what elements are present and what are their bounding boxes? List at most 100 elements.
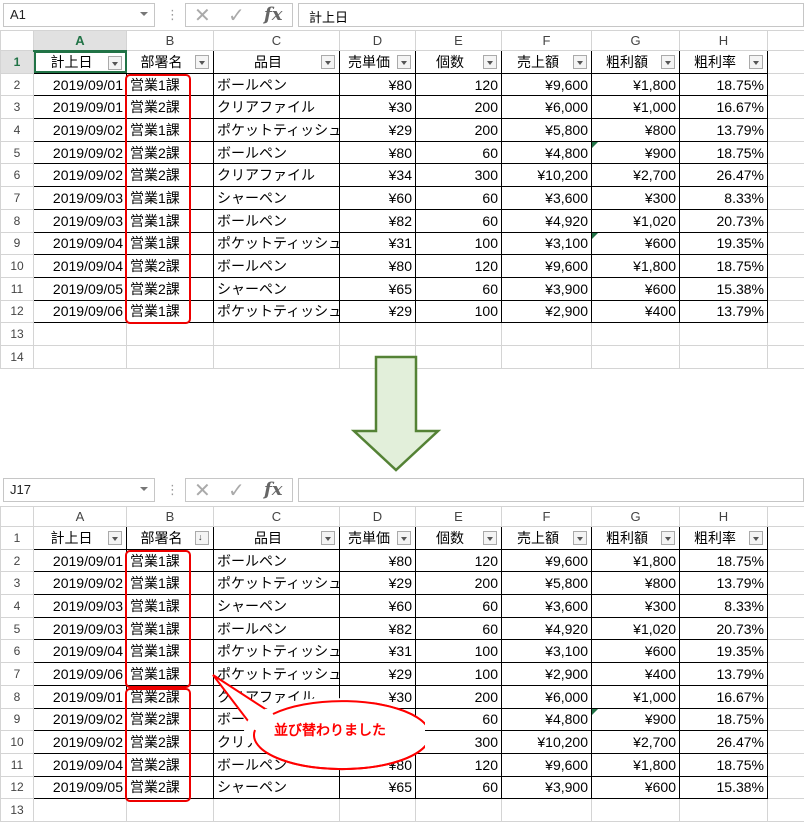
cell[interactable]: ¥300 xyxy=(591,186,680,210)
cell[interactable]: ¥1,800 xyxy=(591,548,680,573)
cell[interactable]: ¥80 xyxy=(339,548,416,573)
cell[interactable]: 2019/09/04 xyxy=(33,639,127,664)
cell[interactable] xyxy=(213,322,340,346)
cell[interactable]: 13.79% xyxy=(679,662,768,686)
cell[interactable] xyxy=(767,707,804,732)
cell[interactable] xyxy=(126,322,214,346)
header-cell[interactable]: 品目 xyxy=(213,50,340,74)
row-header[interactable]: 10 xyxy=(0,254,34,278)
cell[interactable]: 2019/09/01 xyxy=(33,72,127,97)
cell[interactable]: ¥300 xyxy=(591,594,680,618)
cell[interactable]: 2019/09/03 xyxy=(33,594,127,618)
filter-dropdown-button[interactable] xyxy=(483,55,497,69)
cell[interactable] xyxy=(767,140,804,165)
cell[interactable]: ボールペン xyxy=(213,548,340,573)
cell[interactable] xyxy=(767,662,804,686)
cell[interactable]: ¥600 xyxy=(591,775,680,800)
cell[interactable]: ¥900 xyxy=(591,707,680,732)
column-header-B[interactable]: B xyxy=(126,506,214,527)
header-cell[interactable]: 計上日 xyxy=(33,50,127,74)
cell[interactable]: 2019/09/04 xyxy=(33,254,127,278)
header-cell[interactable]: 部署名 xyxy=(126,50,214,74)
cell[interactable]: ¥65 xyxy=(339,775,416,800)
cell[interactable]: 60 xyxy=(415,594,502,618)
cell[interactable] xyxy=(767,322,804,346)
filter-dropdown-button[interactable] xyxy=(108,55,122,70)
cell[interactable]: 200 xyxy=(415,684,502,709)
cell[interactable]: 2019/09/04 xyxy=(33,752,127,777)
cell[interactable] xyxy=(767,571,804,596)
cell[interactable]: ¥600 xyxy=(591,231,680,256)
cell[interactable] xyxy=(767,231,804,256)
cell[interactable]: シャーペン xyxy=(213,594,340,618)
cell[interactable]: ポケットティッシュ xyxy=(213,299,340,324)
cell[interactable] xyxy=(339,798,416,822)
row-header[interactable]: 6 xyxy=(0,163,34,188)
cell[interactable]: ¥6,000 xyxy=(501,95,592,120)
cell[interactable]: 18.75% xyxy=(679,254,768,278)
cell[interactable]: ¥80 xyxy=(339,72,416,97)
cell[interactable]: 2019/09/03 xyxy=(33,186,127,210)
cell[interactable]: ポケットティッシュ xyxy=(213,639,340,664)
cell[interactable]: 2019/09/03 xyxy=(33,208,127,233)
cell[interactable]: ¥2,900 xyxy=(501,299,592,324)
column-header-D[interactable]: D xyxy=(339,506,416,527)
cell[interactable]: 営業1課 xyxy=(126,186,214,210)
header-cell[interactable]: 個数 xyxy=(415,50,502,74)
cell[interactable]: ¥3,600 xyxy=(501,594,592,618)
cell[interactable] xyxy=(33,344,127,369)
chevron-down-icon[interactable] xyxy=(140,487,148,491)
cell[interactable]: 60 xyxy=(415,707,502,732)
row-header[interactable]: 8 xyxy=(0,684,34,709)
cell[interactable] xyxy=(767,594,804,618)
formula-input[interactable] xyxy=(298,478,804,502)
row-header[interactable]: 5 xyxy=(0,616,34,641)
cell[interactable]: ¥30 xyxy=(339,95,416,120)
cell[interactable] xyxy=(767,50,804,74)
header-cell[interactable]: 粗利率 xyxy=(679,526,768,550)
cell[interactable]: 営業2課 xyxy=(126,730,214,754)
column-header[interactable] xyxy=(767,506,804,527)
filter-dropdown-button[interactable] xyxy=(749,531,763,545)
formula-input[interactable]: 計上日 xyxy=(298,3,804,27)
cell[interactable]: 16.67% xyxy=(679,684,768,709)
row-header[interactable]: 9 xyxy=(0,231,34,256)
cell[interactable]: ¥1,800 xyxy=(591,72,680,97)
cell[interactable]: 26.47% xyxy=(679,730,768,754)
column-header-H[interactable]: H xyxy=(679,30,768,51)
cell[interactable]: ¥31 xyxy=(339,231,416,256)
cell[interactable]: ¥4,920 xyxy=(501,208,592,233)
cell[interactable] xyxy=(767,186,804,210)
cell[interactable]: ¥3,100 xyxy=(501,231,592,256)
column-header-E[interactable]: E xyxy=(415,506,502,527)
cell[interactable]: 2019/09/02 xyxy=(33,140,127,165)
cell[interactable]: ¥9,600 xyxy=(501,548,592,573)
cell[interactable] xyxy=(767,730,804,754)
cell[interactable]: 2019/09/05 xyxy=(33,276,127,301)
row-header[interactable]: 13 xyxy=(0,798,34,822)
cell[interactable]: ¥34 xyxy=(339,163,416,188)
column-header-C[interactable]: C xyxy=(213,30,340,51)
enter-icon[interactable]: ✓ xyxy=(228,480,245,502)
cell[interactable]: 20.73% xyxy=(679,616,768,641)
cell[interactable]: ¥800 xyxy=(591,118,680,142)
filter-dropdown-button[interactable] xyxy=(573,531,587,545)
cell[interactable]: ¥5,800 xyxy=(501,118,592,142)
cell[interactable]: 13.79% xyxy=(679,118,768,142)
cell[interactable]: 120 xyxy=(415,72,502,97)
cell[interactable]: 300 xyxy=(415,730,502,754)
cell[interactable]: ¥1,000 xyxy=(591,95,680,120)
cell[interactable]: 120 xyxy=(415,254,502,278)
cell[interactable] xyxy=(767,526,804,550)
select-all-corner[interactable] xyxy=(0,30,34,51)
row-header[interactable]: 11 xyxy=(0,752,34,777)
cell[interactable]: ¥3,100 xyxy=(501,639,592,664)
column-header-G[interactable]: G xyxy=(591,506,680,527)
cell[interactable]: ¥2,700 xyxy=(591,730,680,754)
cell[interactable]: 60 xyxy=(415,775,502,800)
cell[interactable]: 15.38% xyxy=(679,775,768,800)
cell[interactable]: 13.79% xyxy=(679,299,768,324)
cancel-icon[interactable]: ✕ xyxy=(194,480,211,502)
header-cell[interactable]: 粗利率 xyxy=(679,50,768,74)
chevron-down-icon[interactable] xyxy=(140,12,148,16)
